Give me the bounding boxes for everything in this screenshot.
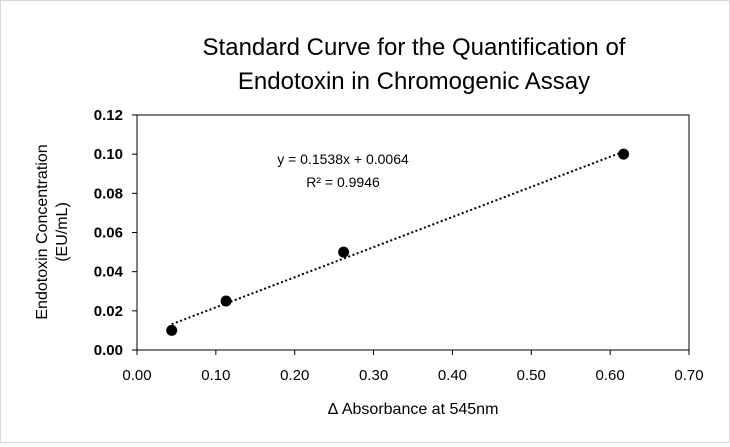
y-axis: 0.00 0.02 0.04 0.06 0.08 0.10 0.12 — [94, 107, 137, 359]
data-point — [618, 148, 630, 160]
chart-title-line-1: Standard Curve for the Quantification of — [203, 34, 626, 61]
data-point — [166, 324, 178, 336]
data-point — [338, 246, 350, 258]
chart-title-line-2: Endotoxin in Chromogenic Assay — [238, 68, 590, 95]
y-axis-title: Endotoxin Concentration (EU/mL) — [34, 144, 71, 319]
x-axis: 0.00 0.10 0.20 0.30 0.40 0.50 0.60 0.70 — [122, 350, 704, 384]
x-tick-label: 0.70 — [674, 367, 703, 384]
x-tick-label: 0.10 — [201, 367, 230, 384]
x-tick-label: 0.60 — [596, 367, 625, 384]
trendline-equation: y = 0.1538x + 0.0064 — [277, 151, 409, 167]
y-tick-label: 0.06 — [94, 225, 123, 242]
y-tick-label: 0.08 — [94, 185, 123, 202]
trendline — [171, 150, 624, 326]
y-tick-label: 0.04 — [94, 264, 124, 281]
y-axis-title-line-2: (EU/mL) — [54, 202, 71, 262]
data-points — [166, 148, 630, 336]
x-axis-title: Δ Absorbance at 545nm — [328, 401, 499, 418]
x-tick-label: 0.20 — [280, 367, 309, 384]
r-squared-label: R² = 0.9946 — [306, 174, 380, 190]
chart-title: Standard Curve for the Quantification of… — [203, 34, 626, 95]
x-tick-label: 0.30 — [359, 367, 388, 384]
x-tick-label: 0.50 — [517, 367, 546, 384]
y-tick-label: 0.10 — [94, 146, 123, 163]
y-axis-title-line-1: Endotoxin Concentration — [34, 144, 51, 319]
y-tick-label: 0.00 — [94, 342, 123, 359]
data-point — [220, 295, 232, 307]
y-tick-label: 0.02 — [94, 303, 123, 320]
y-tick-label: 0.12 — [94, 107, 123, 124]
x-tick-label: 0.40 — [438, 367, 467, 384]
x-tick-label: 0.00 — [122, 367, 151, 384]
